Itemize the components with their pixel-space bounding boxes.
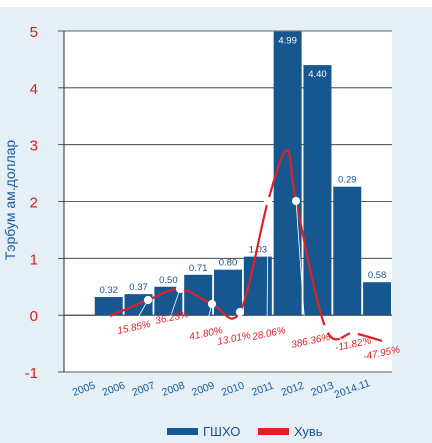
y-tick-label: -1 (25, 365, 38, 382)
x-tick-label: 2012 (280, 379, 306, 398)
growth-marker (175, 284, 185, 294)
leader-line (169, 288, 181, 319)
top-strip (0, 0, 432, 7)
growth-marker (207, 299, 217, 309)
bar-value-label: 0.71 (189, 263, 208, 274)
legend-label-bar: ГШХО (203, 424, 240, 439)
bar (363, 282, 392, 316)
growth-marker (321, 324, 331, 334)
leader-line (266, 200, 269, 335)
leader-line (295, 200, 307, 343)
x-tick-label: 2009 (190, 379, 216, 398)
growth-marker (349, 328, 359, 338)
y-tick-label: 3 (30, 138, 38, 155)
bar (184, 274, 213, 316)
x-tick-label: 2013 (309, 379, 335, 398)
y-tick-label: 2 (30, 195, 38, 212)
bar-value-label: 4.99 (278, 36, 297, 47)
legend-swatch-line (258, 428, 289, 435)
x-tick-label: 2014.11 (333, 377, 372, 401)
bar-value-label: 0.29 (338, 175, 357, 186)
legend-swatch-bar (167, 428, 198, 435)
bar-value-label: 0.32 (99, 285, 118, 296)
bar (333, 186, 362, 316)
growth-marker (263, 196, 273, 206)
bar (273, 31, 302, 316)
bar-value-label: 0.80 (219, 258, 238, 269)
growth-marker (143, 295, 153, 305)
y-tick-label: 5 (30, 24, 38, 41)
x-tick-label: 2008 (160, 379, 186, 398)
leader-line (203, 303, 213, 335)
leader-line (353, 332, 379, 355)
y-axis-title: Тэрбум ам.доллар (2, 140, 18, 261)
x-tick-label: 2010 (220, 379, 246, 398)
leader-line (131, 299, 149, 329)
growth-marker (291, 196, 301, 206)
leader-line (231, 311, 241, 340)
bar-value-label: 4.40 (308, 69, 327, 80)
legend-label-line: Хувь (294, 424, 323, 439)
x-tick-label: 2007 (130, 379, 156, 398)
bar-value-label: 0.37 (129, 282, 148, 293)
bar (94, 296, 123, 316)
y-tick-label: 1 (30, 251, 38, 268)
growth-marker (235, 307, 245, 317)
y-tick-label: 0 (30, 308, 38, 325)
y-tick-label: 4 (30, 81, 38, 98)
bar-value-label: 0.58 (368, 270, 387, 281)
x-tick-label: 2005 (71, 379, 97, 398)
bar (303, 65, 332, 316)
bar-value-label: 0.50 (159, 275, 178, 286)
x-tick-label: 2011 (250, 380, 275, 399)
leader-line (325, 328, 351, 346)
x-tick-label: 2006 (101, 379, 127, 398)
